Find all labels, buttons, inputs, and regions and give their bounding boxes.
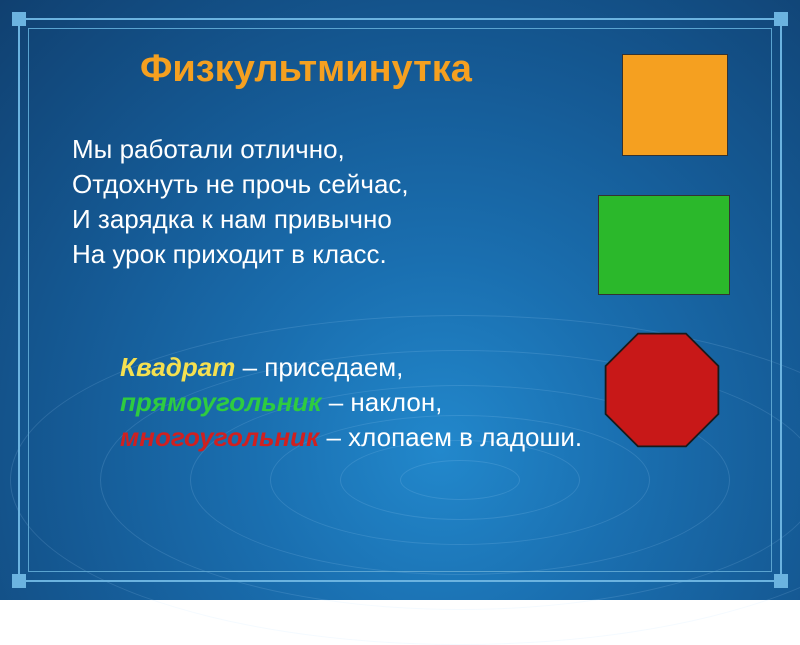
- corner-bottom-right: [774, 574, 788, 588]
- poem-line-1: Мы работали отлично,: [72, 132, 409, 167]
- slide-title: Физкультминутка: [140, 48, 472, 91]
- keyword-polygon: многоугольник: [120, 422, 319, 452]
- poem-block: Мы работали отлично, Отдохнуть не прочь …: [72, 132, 409, 272]
- corner-top-right: [774, 12, 788, 26]
- keyword-rectangle: прямоугольник: [120, 387, 322, 417]
- slide-container: Физкультминутка Мы работали отлично, Отд…: [0, 0, 800, 600]
- corner-bottom-left: [12, 574, 26, 588]
- instructions-block: Квадрат – приседаем, прямоугольник – нак…: [120, 350, 590, 455]
- rectangle-shape: [598, 195, 730, 295]
- instr-text-2: – наклон,: [322, 387, 443, 417]
- corner-top-left: [12, 12, 26, 26]
- keyword-square: Квадрат: [120, 352, 235, 382]
- instr-text-3: – хлопаем в ладоши.: [319, 422, 582, 452]
- poem-line-3: И зарядка к нам привычно: [72, 202, 409, 237]
- poem-line-2: Отдохнуть не прочь сейчас,: [72, 167, 409, 202]
- poem-line-4: На урок приходит в класс.: [72, 237, 409, 272]
- octagon-shape: [602, 330, 722, 450]
- instr-text-1: – приседаем,: [235, 352, 403, 382]
- square-shape: [622, 54, 728, 156]
